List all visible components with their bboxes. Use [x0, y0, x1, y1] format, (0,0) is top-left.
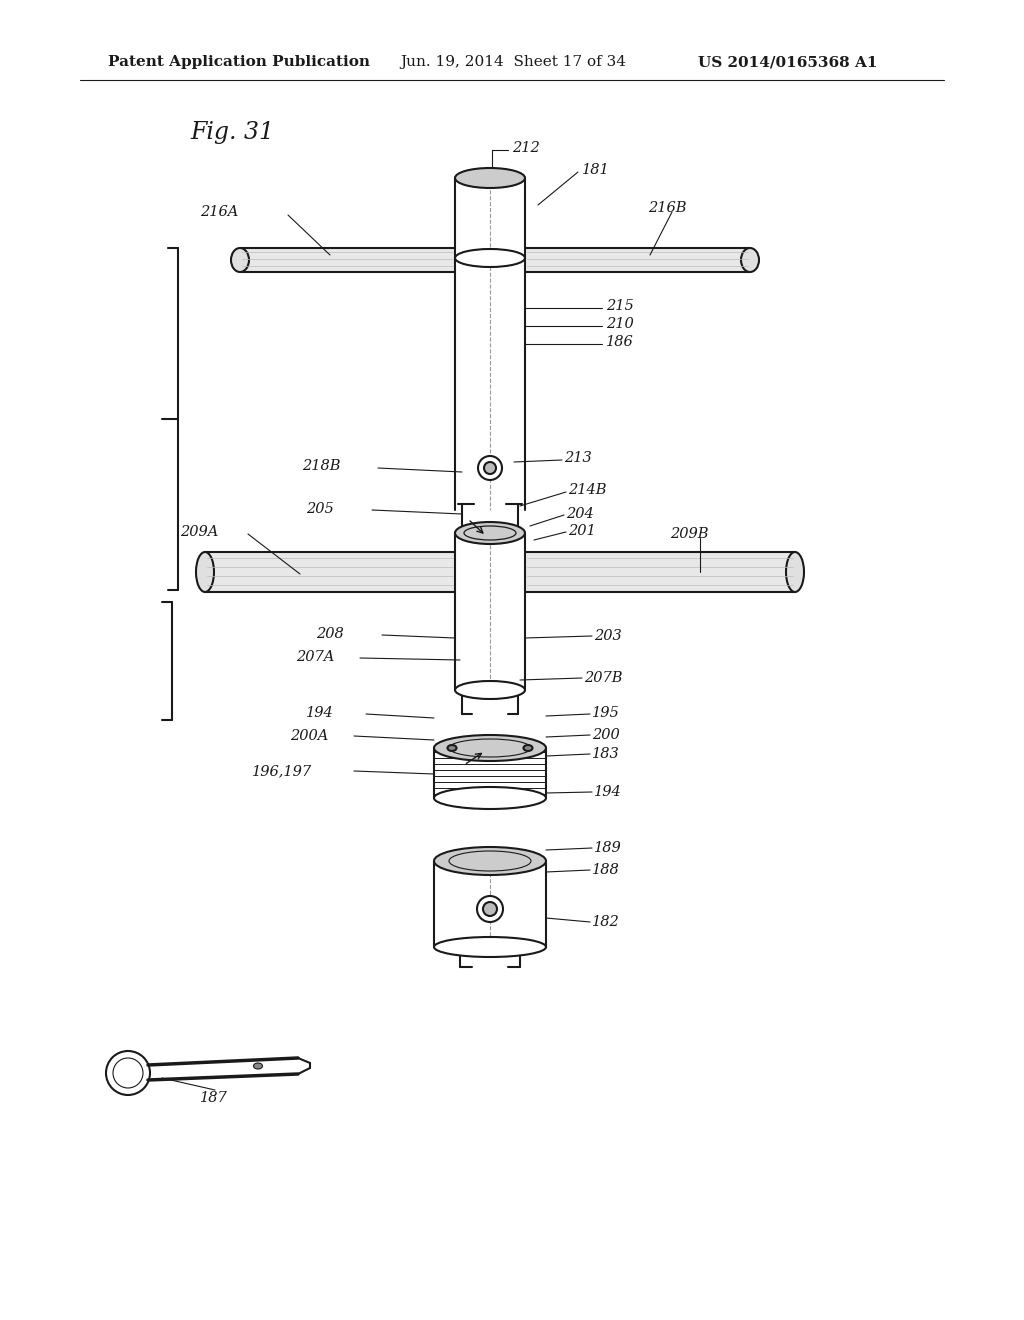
Text: 212: 212 — [512, 141, 540, 154]
Polygon shape — [525, 552, 795, 591]
Text: Jun. 19, 2014  Sheet 17 of 34: Jun. 19, 2014 Sheet 17 of 34 — [400, 55, 626, 69]
Text: 194: 194 — [594, 785, 622, 799]
Text: 208: 208 — [316, 627, 344, 642]
Text: 216B: 216B — [648, 201, 686, 215]
Ellipse shape — [455, 249, 525, 267]
Polygon shape — [525, 248, 750, 272]
Text: 200A: 200A — [290, 729, 329, 743]
Text: 187: 187 — [200, 1092, 227, 1105]
Text: 188: 188 — [592, 863, 620, 876]
Ellipse shape — [434, 847, 546, 875]
Text: 183: 183 — [592, 747, 620, 762]
Ellipse shape — [523, 744, 532, 751]
Text: 215: 215 — [606, 300, 634, 313]
Text: 209A: 209A — [180, 525, 218, 539]
Text: 181: 181 — [582, 162, 609, 177]
Ellipse shape — [455, 681, 525, 700]
Text: 214B: 214B — [568, 483, 606, 498]
Text: 205: 205 — [306, 502, 334, 516]
Polygon shape — [240, 248, 455, 272]
Text: Fig. 31: Fig. 31 — [190, 120, 274, 144]
Text: 203: 203 — [594, 630, 622, 643]
Text: 207B: 207B — [584, 671, 623, 685]
Ellipse shape — [196, 552, 214, 591]
Ellipse shape — [478, 455, 502, 480]
Ellipse shape — [434, 787, 546, 809]
Text: 213: 213 — [564, 451, 592, 465]
Text: 201: 201 — [568, 524, 596, 539]
Ellipse shape — [483, 902, 497, 916]
Ellipse shape — [786, 552, 804, 591]
Text: 216A: 216A — [200, 205, 239, 219]
Ellipse shape — [455, 168, 525, 187]
Ellipse shape — [447, 744, 457, 751]
Text: 186: 186 — [606, 335, 634, 348]
Ellipse shape — [741, 248, 759, 272]
Ellipse shape — [231, 248, 249, 272]
Text: 189: 189 — [594, 841, 622, 855]
Text: 200: 200 — [592, 729, 620, 742]
Ellipse shape — [484, 462, 496, 474]
Ellipse shape — [455, 521, 525, 544]
Text: 194: 194 — [306, 706, 334, 719]
Ellipse shape — [254, 1063, 262, 1069]
Text: 218B: 218B — [302, 459, 341, 473]
Text: Patent Application Publication: Patent Application Publication — [108, 55, 370, 69]
Text: 196,197: 196,197 — [252, 764, 312, 777]
Text: 182: 182 — [592, 915, 620, 929]
Text: US 2014/0165368 A1: US 2014/0165368 A1 — [698, 55, 878, 69]
Text: 209B: 209B — [670, 527, 709, 541]
Text: 210: 210 — [606, 317, 634, 331]
Ellipse shape — [434, 735, 546, 762]
Ellipse shape — [434, 937, 546, 957]
Ellipse shape — [477, 896, 503, 921]
Polygon shape — [205, 552, 455, 591]
Text: 195: 195 — [592, 706, 620, 719]
Text: 204: 204 — [566, 507, 594, 521]
Text: 207A: 207A — [296, 649, 335, 664]
